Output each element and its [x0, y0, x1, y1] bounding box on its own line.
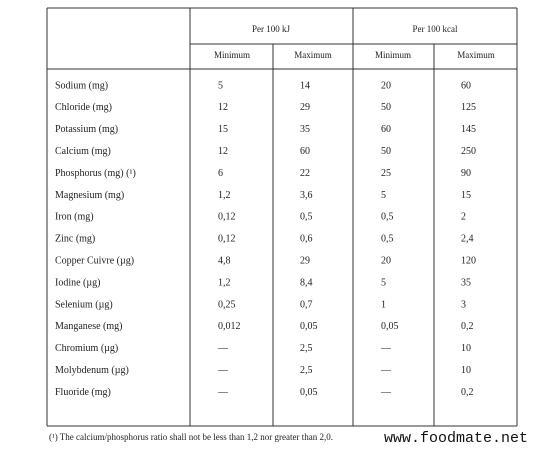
cell-value: 4,8: [218, 255, 231, 266]
cell-value: 0,2: [461, 321, 474, 332]
sub-header: Minimum: [375, 50, 411, 60]
cell-value: 25: [381, 168, 391, 179]
cell-value: 2: [461, 212, 466, 223]
cell-value: 145: [461, 124, 476, 135]
cell-value: 0,12: [218, 212, 236, 223]
cell-value: 0,5: [381, 234, 394, 245]
cell-value: 5: [381, 277, 386, 288]
cell-value: 15: [461, 190, 471, 201]
cell-value: 3: [461, 299, 466, 310]
cell-value: 1: [381, 299, 386, 310]
footnote: (¹) The calcium/phosphorus ratio shall n…: [49, 432, 333, 442]
cell-value: 3,6: [300, 190, 313, 201]
cell-value: 0,5: [381, 212, 394, 223]
cell-value: 10: [461, 343, 471, 354]
nutrient-name: Fluoride (mg): [55, 387, 111, 398]
nutrient-name: Copper Cuivre (µg): [55, 255, 134, 266]
cell-value: 12: [218, 102, 228, 113]
cell-value: 50: [381, 146, 391, 157]
nutrient-name: Manganese (mg): [55, 321, 122, 332]
cell-value: 15: [218, 124, 228, 135]
cell-value: 10: [461, 365, 471, 376]
cell-value: 8,4: [300, 277, 313, 288]
group-header: Per 100 kJ: [252, 24, 290, 34]
nutrient-name: Iron (mg): [55, 212, 94, 223]
cell-value: 60: [300, 146, 310, 157]
nutrient-name: Molybdenum (µg): [55, 365, 129, 376]
cell-value: 60: [461, 80, 471, 91]
nutrient-name: Phosphorus (mg) (¹): [55, 168, 136, 179]
nutrient-name: Potassium (mg): [55, 124, 118, 135]
cell-value: 0,7: [300, 299, 313, 310]
cell-value: 0,05: [300, 387, 318, 398]
nutrient-name: Iodine (µg): [55, 277, 100, 288]
cell-value: 35: [300, 124, 310, 135]
cell-value: 60: [381, 124, 391, 135]
table-rules: [46, 7, 518, 427]
sub-header: Maximum: [294, 50, 332, 60]
cell-value: 2,5: [300, 343, 313, 354]
cell-value: 5: [381, 190, 386, 201]
cell-value: 0,012: [218, 321, 241, 332]
nutrient-name: Chloride (mg): [55, 102, 112, 113]
cell-value: 35: [461, 277, 471, 288]
sub-header: Minimum: [214, 50, 250, 60]
cell-value: —: [380, 387, 392, 398]
cell-value: —: [217, 365, 229, 376]
cell-value: —: [217, 343, 229, 354]
cell-value: 20: [381, 255, 391, 266]
cell-value: 29: [300, 255, 310, 266]
cell-value: 2,4: [461, 234, 474, 245]
cell-value: 90: [461, 168, 471, 179]
cell-value: 22: [300, 168, 310, 179]
cell-value: 0,05: [300, 321, 318, 332]
cell-value: 125: [461, 102, 476, 113]
cell-value: 29: [300, 102, 310, 113]
cell-value: 1,2: [218, 190, 231, 201]
cell-value: —: [217, 387, 229, 398]
cell-value: 0,5: [300, 212, 313, 223]
cell-value: 0,2: [461, 387, 474, 398]
cell-value: 0,05: [381, 321, 399, 332]
cell-value: 14: [300, 80, 310, 91]
cell-value: 5: [218, 80, 223, 91]
cell-value: 12: [218, 146, 228, 157]
sub-header: Maximum: [457, 50, 495, 60]
cell-value: 120: [461, 255, 476, 266]
nutrient-name: Magnesium (mg): [55, 190, 124, 201]
watermark: www.foodmate.net: [384, 430, 528, 447]
cell-value: 0,25: [218, 299, 236, 310]
cell-value: 2,5: [300, 365, 313, 376]
cell-value: 6: [218, 168, 223, 179]
cell-value: 0,12: [218, 234, 236, 245]
cell-value: 250: [461, 146, 476, 157]
nutrient-name: Chromium (µg): [55, 343, 118, 354]
cell-value: —: [380, 365, 392, 376]
nutrient-name: Sodium (mg): [55, 80, 108, 91]
nutrient-name: Selenium (µg): [55, 299, 113, 310]
cell-value: —: [380, 343, 392, 354]
cell-value: 1,2: [218, 277, 231, 288]
nutrient-name: Zinc (mg): [55, 234, 95, 245]
cell-value: 50: [381, 102, 391, 113]
cell-value: 0,6: [300, 234, 313, 245]
nutrient-name: Calcium (mg): [55, 146, 111, 157]
cell-value: 20: [381, 80, 391, 91]
group-header: Per 100 kcal: [413, 24, 458, 34]
